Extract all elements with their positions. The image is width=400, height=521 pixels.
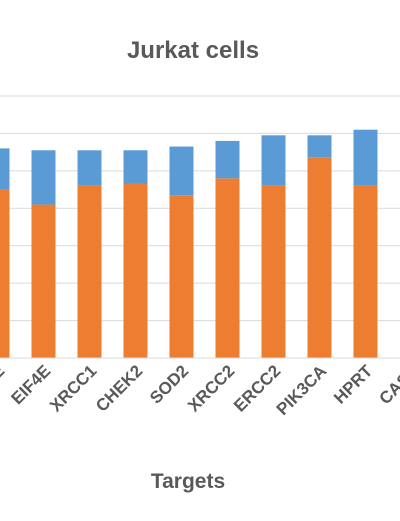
- bar-segment-series-1-pik3ca: [307, 157, 332, 358]
- gridlines: [0, 95, 400, 322]
- x-axis-title: Targets: [151, 470, 225, 493]
- bar-segment-series-2-xrcc2: [215, 140, 240, 179]
- bar-segment-series-2-pik3ca: [307, 135, 332, 158]
- x-tick-label: CHEK2: [92, 361, 146, 415]
- bar-segment-series-1-xrcc1: [77, 185, 102, 358]
- bar-segment-series-1-ercc2: [261, 185, 286, 358]
- bar-segment-series-1-xrcc2: [215, 178, 240, 358]
- bar-segment-series-2-eif4e: [31, 150, 56, 205]
- x-tick-label: XRCC1: [46, 361, 100, 415]
- bar-segment-series-1-sod2: [169, 195, 194, 358]
- x-tick-label: PIK3CA: [273, 361, 331, 419]
- x-tick-label: EIF4E: [0, 361, 8, 408]
- bar-segment-series-2-xrcc1: [77, 150, 102, 186]
- bar-segment-series-1-eif4e: [31, 204, 56, 358]
- bar-segment-series-2-ercc2: [261, 135, 286, 186]
- bar-segment-series-2-sod2: [169, 146, 194, 196]
- bar-segment-series-1-hprt: [353, 185, 378, 358]
- x-tick-label: HPRT: [330, 361, 377, 408]
- bar-segment-series-1-chek2: [123, 183, 148, 358]
- x-tick-label: CASP: [375, 361, 400, 408]
- x-tick-label: XRCC2: [184, 361, 238, 415]
- bars: [0, 129, 378, 358]
- bar-segment-series-2-eif4e: [0, 148, 10, 190]
- bar-segment-series-1-eif4e: [0, 189, 10, 358]
- chart-title: Jurkat cells: [127, 37, 259, 64]
- bar-segment-series-2-chek2: [123, 150, 148, 184]
- bar-segment-series-2-hprt: [353, 129, 378, 186]
